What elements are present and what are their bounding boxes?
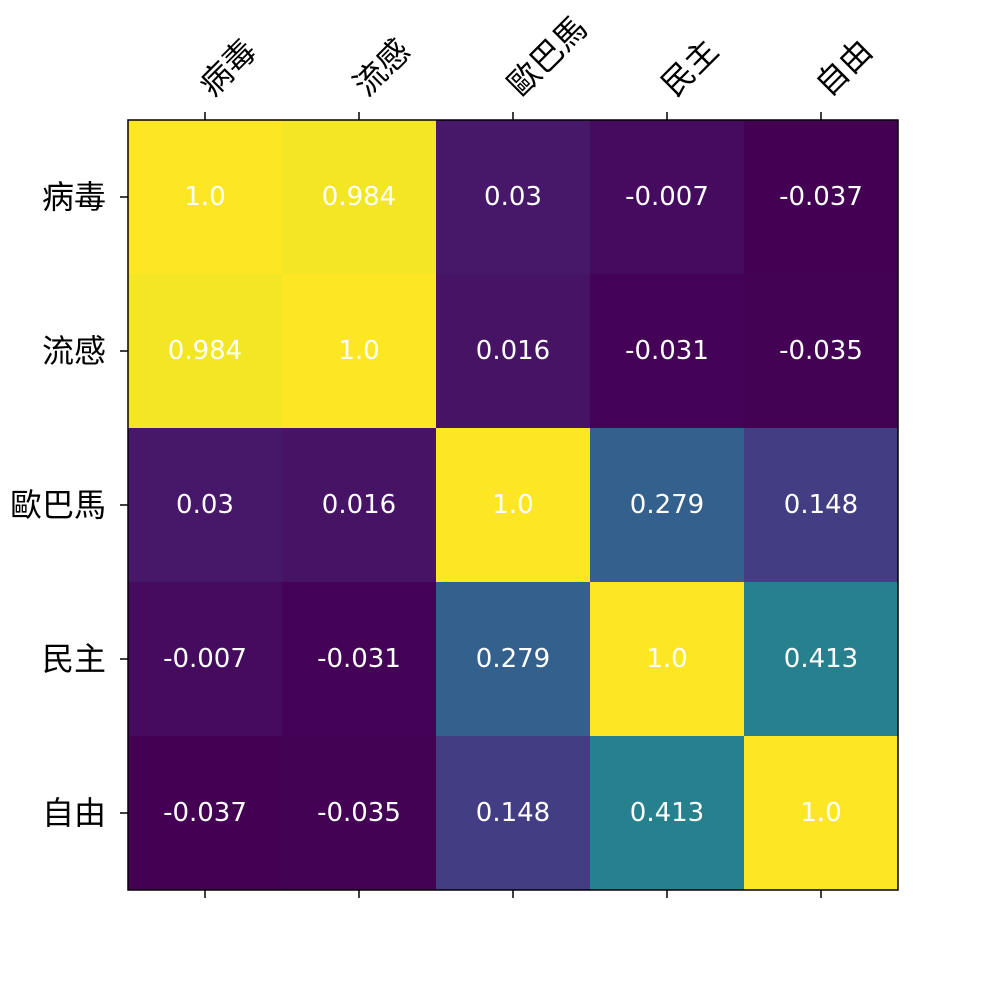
heatmap-cell-3-1 xyxy=(282,582,437,737)
cell-value-label: -0.037 xyxy=(779,182,863,212)
cell-value-label: 0.413 xyxy=(784,644,858,674)
y-tick-label: 自由 xyxy=(42,794,106,832)
cell-value-label: 1.0 xyxy=(800,798,841,828)
heatmap-cell-2-0 xyxy=(128,428,283,583)
y-tick-label: 民主 xyxy=(42,640,106,678)
heatmap-cell-0-1 xyxy=(282,120,437,275)
cell-value-label: 0.413 xyxy=(630,798,704,828)
cell-value-label: 1.0 xyxy=(184,182,225,212)
heatmap-cell-2-3 xyxy=(590,428,745,583)
cell-value-label: 0.279 xyxy=(476,644,550,674)
x-tick-label: 病毒 xyxy=(192,32,264,104)
heatmap-cell-3-4 xyxy=(744,582,899,737)
heatmap-cell-labels: 1.0 0.984 0.03 -0.007 -0.037 0.984 1.0 0.016 -0.… xyxy=(163,182,863,828)
heatmap-cell-4-1 xyxy=(282,736,437,891)
cell-value-label: 0.03 xyxy=(484,182,542,212)
cell-value-label: -0.007 xyxy=(163,644,247,674)
cell-value-label: 1.0 xyxy=(646,644,687,674)
heatmap-cell-0-0 xyxy=(128,120,283,275)
heatmap-cell-1-3 xyxy=(590,274,745,429)
x-tick-label: 流感 xyxy=(346,32,418,104)
cell-value-label: -0.035 xyxy=(779,336,863,366)
heatmap-cell-3-2 xyxy=(436,582,591,737)
x-tick-label: 自由 xyxy=(808,32,880,104)
heatmap-cell-4-2 xyxy=(436,736,591,891)
cell-value-label: -0.035 xyxy=(317,798,401,828)
cell-value-label: -0.037 xyxy=(163,798,247,828)
x-tick-label: 歐巴馬 xyxy=(500,9,595,104)
heatmap-cell-3-3 xyxy=(590,582,745,737)
cell-value-label: 1.0 xyxy=(338,336,379,366)
cell-value-label: 1.0 xyxy=(492,490,533,520)
heatmap-cell-0-3 xyxy=(590,120,745,275)
heatmap-cell-0-2 xyxy=(436,120,591,275)
cell-value-label: 0.148 xyxy=(476,798,550,828)
cell-value-label: 0.148 xyxy=(784,490,858,520)
cell-value-label: 0.279 xyxy=(630,490,704,520)
cell-value-label: 0.016 xyxy=(322,490,396,520)
y-tick-label: 歐巴馬 xyxy=(10,486,106,524)
y-tick-label: 流感 xyxy=(42,332,106,370)
cell-value-label: -0.031 xyxy=(625,336,709,366)
heatmap-cell-4-4 xyxy=(744,736,899,891)
heatmap-cell-2-2 xyxy=(436,428,591,583)
heatmap-cell-0-4 xyxy=(744,120,899,275)
heatmap-cell-1-0 xyxy=(128,274,283,429)
cell-value-label: 0.984 xyxy=(322,182,396,212)
cell-value-label: -0.007 xyxy=(625,182,709,212)
heatmap-cell-4-0 xyxy=(128,736,283,891)
heatmap-cells xyxy=(128,120,899,891)
heatmap-cell-2-1 xyxy=(282,428,437,583)
cell-value-label: 0.016 xyxy=(476,336,550,366)
heatmap-cell-1-2 xyxy=(436,274,591,429)
heatmap-cell-4-3 xyxy=(590,736,745,891)
x-tick-label: 民主 xyxy=(654,32,726,104)
heatmap-cell-1-1 xyxy=(282,274,437,429)
cell-value-label: 0.03 xyxy=(176,490,234,520)
heatmap-cell-1-4 xyxy=(744,274,899,429)
heatmap-cell-2-4 xyxy=(744,428,899,583)
cell-value-label: 0.984 xyxy=(168,336,242,366)
heatmap-cell-3-0 xyxy=(128,582,283,737)
axis-ticks xyxy=(120,112,822,898)
y-tick-label: 病毒 xyxy=(42,178,106,216)
cell-value-label: -0.031 xyxy=(317,644,401,674)
